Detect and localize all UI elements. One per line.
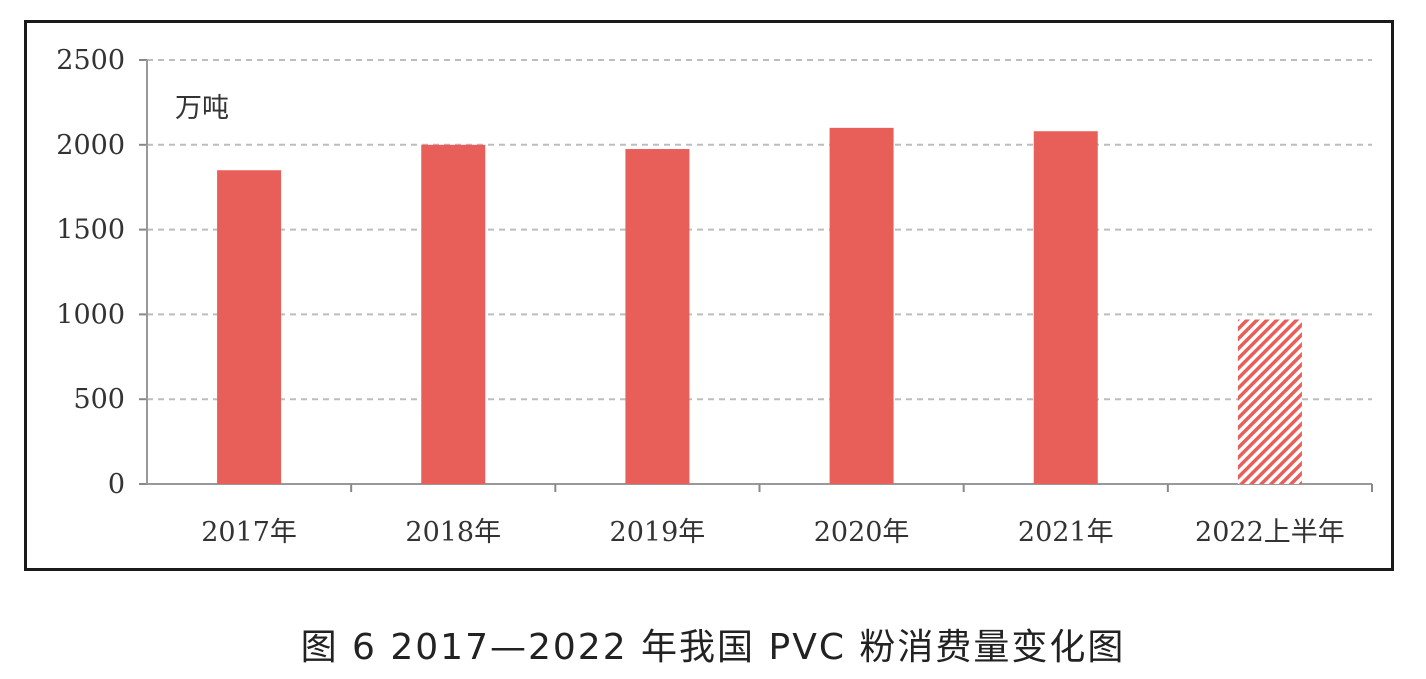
y-tick-label: 0 bbox=[108, 469, 125, 500]
y-tick-label: 1500 bbox=[56, 215, 125, 246]
x-tick-label: 2020年 bbox=[814, 517, 910, 548]
bar-chart: 0 500 1000 1500 2000 2500 2017年 2018年 2019年 2020年… bbox=[56, 45, 1373, 548]
x-tick-label: 2018年 bbox=[405, 517, 501, 548]
y-tick-label: 500 bbox=[73, 384, 125, 415]
figure-caption: 图 6 2017—2022 年我国 PVC 粉消费量变化图 bbox=[300, 627, 1126, 668]
bar-1 bbox=[217, 170, 282, 485]
bar-3 bbox=[625, 149, 690, 484]
bar-6 bbox=[1237, 319, 1302, 484]
y-tick-label: 2000 bbox=[56, 130, 125, 161]
bar-2 bbox=[421, 144, 486, 485]
grid-lines bbox=[147, 59, 1372, 401]
x-tick-label: 2017年 bbox=[201, 517, 297, 548]
axes bbox=[139, 59, 1373, 492]
tick-labels: 0 500 1000 1500 2000 2500 2017年 2018年 2019年 2020年… bbox=[56, 45, 1344, 548]
x-tick-label: 2021年 bbox=[1018, 517, 1114, 548]
x-tick-label: 2022上半年 bbox=[1195, 517, 1345, 548]
y-tick-label: 2500 bbox=[56, 45, 125, 76]
bar-4 bbox=[829, 127, 894, 484]
x-tick-label: 2019年 bbox=[610, 517, 706, 548]
y-tick-label: 1000 bbox=[56, 299, 125, 330]
bar-5 bbox=[1033, 131, 1098, 484]
y-axis-unit-label: 万吨 bbox=[175, 93, 229, 124]
chart-frame: 0 500 1000 1500 2000 2500 2017年 2018年 2019年 2020年… bbox=[24, 20, 1394, 571]
bars bbox=[217, 127, 1302, 485]
